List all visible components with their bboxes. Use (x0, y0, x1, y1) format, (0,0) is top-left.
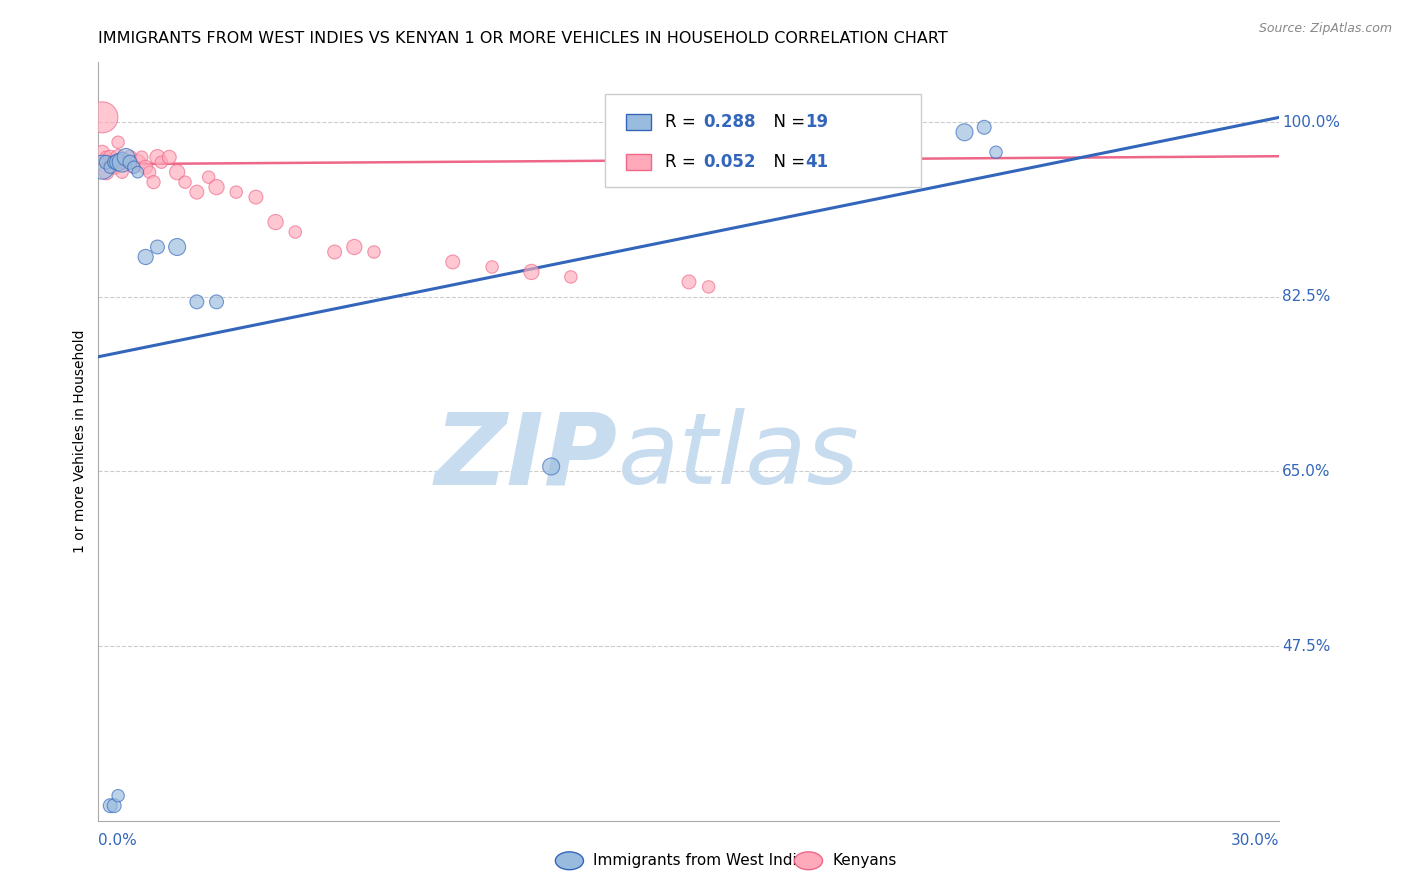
Point (107, 150, 129, 164)
Point (973, 120, 995, 135)
Text: IMMIGRANTS FROM WEST INDIES VS KENYAN 1 OR MORE VEHICLES IN HOUSEHOLD CORRELATIO: IMMIGRANTS FROM WEST INDIES VS KENYAN 1 … (98, 31, 948, 46)
Point (107, 789, 129, 803)
Text: R =: R = (665, 153, 702, 170)
Point (520, 265, 543, 279)
Point (135, 160, 157, 174)
Text: 0.288: 0.288 (703, 113, 755, 131)
Point (186, 294, 208, 309)
Point (284, 225, 307, 239)
Text: 65.0%: 65.0% (1282, 464, 1330, 479)
Point (142, 175, 165, 189)
Point (146, 240, 169, 254)
Point (186, 185, 208, 199)
Point (111, 165, 134, 179)
Point (98, 150, 121, 164)
Point (107, 135, 129, 149)
Text: N =: N = (763, 153, 811, 170)
Point (103, 155, 125, 169)
Point (323, 244, 346, 259)
Point (205, 294, 228, 309)
Point (107, 155, 129, 169)
Point (122, 160, 145, 174)
Text: N =: N = (763, 113, 811, 131)
Point (441, 255, 464, 269)
Point (146, 150, 169, 164)
Point (131, 150, 153, 164)
Point (953, 125, 976, 139)
Point (96, 165, 118, 179)
Point (111, 155, 134, 169)
Point (103, 798, 125, 813)
Point (174, 175, 197, 189)
Point (205, 180, 228, 194)
Text: atlas: atlas (619, 409, 859, 505)
Text: ZIP: ZIP (434, 409, 619, 505)
Text: 82.5%: 82.5% (1282, 289, 1330, 304)
Point (264, 215, 287, 229)
Text: 19: 19 (806, 113, 828, 131)
Text: Immigrants from West Indies: Immigrants from West Indies (593, 854, 814, 868)
Point (343, 240, 366, 254)
Point (560, 269, 582, 284)
Text: 30.0%: 30.0% (1232, 832, 1279, 847)
Text: R =: R = (665, 113, 702, 131)
Point (118, 155, 141, 169)
Point (197, 170, 219, 185)
Point (540, 459, 562, 474)
Point (135, 250, 157, 264)
Point (103, 160, 125, 174)
Point (98, 160, 121, 174)
Point (111, 155, 134, 169)
Point (166, 165, 188, 179)
Y-axis label: 1 or more Vehicles in Household: 1 or more Vehicles in Household (73, 330, 87, 553)
Point (96, 150, 118, 164)
Point (103, 155, 125, 169)
Point (225, 185, 247, 199)
Point (245, 190, 267, 204)
Point (481, 260, 503, 274)
Point (678, 275, 700, 289)
Text: Source: ZipAtlas.com: Source: ZipAtlas.com (1258, 22, 1392, 36)
Point (127, 165, 149, 179)
Point (984, 145, 1007, 160)
Point (697, 280, 720, 294)
Text: 41: 41 (806, 153, 828, 170)
Point (138, 165, 160, 179)
Point (127, 155, 149, 169)
Text: 0.0%: 0.0% (98, 832, 138, 847)
Point (150, 155, 173, 169)
Point (166, 240, 188, 254)
Point (363, 244, 385, 259)
Point (91, 160, 114, 174)
Point (122, 160, 145, 174)
Point (91, 111, 114, 125)
Point (96, 155, 118, 169)
Text: 47.5%: 47.5% (1282, 639, 1330, 654)
Point (91, 145, 114, 160)
Text: 0.052: 0.052 (703, 153, 755, 170)
Text: Kenyans: Kenyans (832, 854, 897, 868)
Point (115, 155, 138, 169)
Point (98, 155, 121, 169)
Point (98, 798, 121, 813)
Point (157, 150, 180, 164)
Point (118, 150, 141, 164)
Point (115, 150, 138, 164)
Text: 100.0%: 100.0% (1282, 115, 1340, 130)
